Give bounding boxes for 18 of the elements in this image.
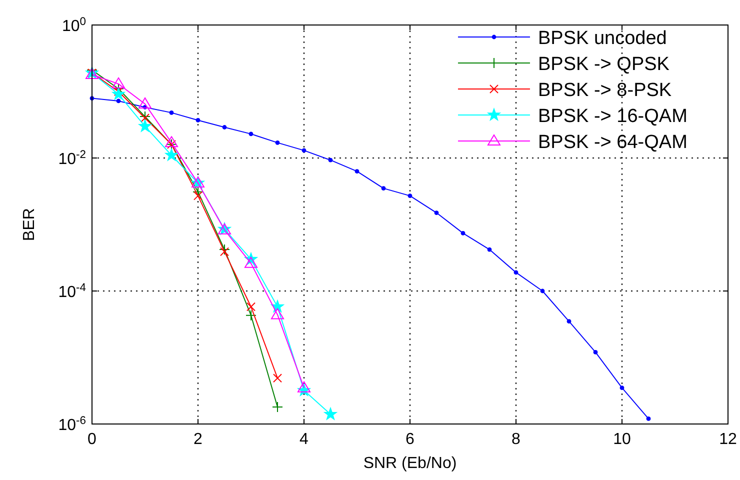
y-tick-label: 10$^{-6}$ [58,415,86,434]
x-tick-label: 4 [300,431,309,448]
y-axis-title: BER [21,208,38,241]
legend-label: BPSK -> 8-PSK [538,80,672,101]
y-tick-label: 10$^{0}$ [62,16,86,35]
y-tick-label: 10$^{-4}$ [58,282,86,301]
x-tick-label: 10 [613,431,631,448]
x-tick-label: 6 [406,431,415,448]
legend-label: BPSK -> 64-QAM [538,132,688,153]
x-tick-label: 0 [88,431,97,448]
x-tick-label: 8 [512,431,521,448]
legend-label: BPSK -> 16-QAM [538,106,688,127]
legend-label: BPSK -> QPSK [538,54,670,75]
x-tick-label: 2 [194,431,203,448]
legend-label: BPSK uncoded [538,28,667,49]
y-tick-label: 10$^{-2}$ [58,149,86,168]
x-tick-label: 12 [719,431,737,448]
x-axis-title: SNR (Eb/No) [363,455,457,472]
